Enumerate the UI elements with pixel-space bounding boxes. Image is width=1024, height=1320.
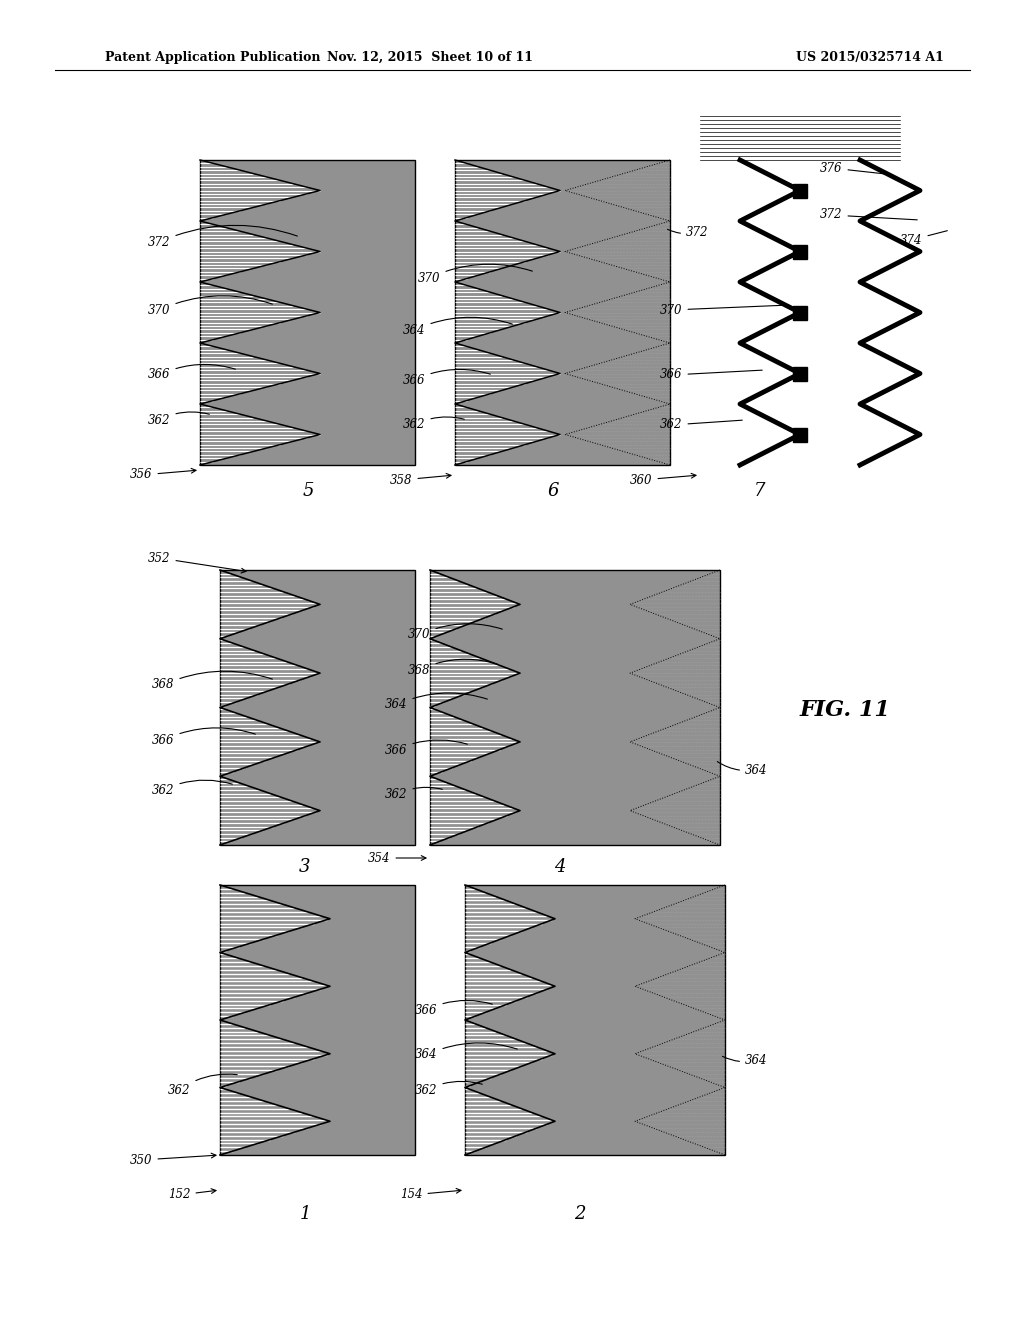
Text: 372: 372 (820, 209, 918, 222)
Bar (430, 570, 720, 845)
Text: 366: 366 (148, 364, 236, 381)
Text: 6: 6 (547, 482, 559, 500)
Bar (455, 160, 670, 465)
Text: 376: 376 (820, 161, 892, 174)
Text: 362: 362 (660, 418, 742, 432)
Bar (220, 884, 415, 1155)
Text: 4: 4 (554, 858, 565, 876)
Text: 370: 370 (148, 296, 272, 317)
Text: 7: 7 (755, 482, 766, 500)
Text: 364: 364 (717, 762, 768, 776)
Text: 364: 364 (723, 1053, 768, 1067)
Text: 364: 364 (415, 1043, 517, 1061)
Text: 3: 3 (299, 858, 310, 876)
Text: 370: 370 (418, 264, 532, 285)
Text: 374: 374 (900, 231, 947, 247)
Text: 152: 152 (168, 1188, 216, 1201)
Bar (200, 160, 415, 465)
Text: Nov. 12, 2015  Sheet 10 of 11: Nov. 12, 2015 Sheet 10 of 11 (327, 50, 534, 63)
Text: 154: 154 (400, 1188, 461, 1201)
Text: 362: 362 (403, 417, 464, 432)
Text: 366: 366 (660, 368, 762, 381)
Bar (465, 884, 725, 1155)
Text: 356: 356 (130, 469, 196, 482)
Text: 362: 362 (148, 412, 209, 426)
Bar (793, 367, 807, 380)
Bar (793, 305, 807, 319)
Text: 366: 366 (385, 741, 467, 756)
Text: 366: 366 (415, 1001, 493, 1016)
Text: 350: 350 (130, 1154, 216, 1167)
Text: US 2015/0325714 A1: US 2015/0325714 A1 (796, 50, 944, 63)
Text: 352: 352 (148, 552, 246, 573)
Text: 366: 366 (403, 370, 490, 387)
Text: Patent Application Publication: Patent Application Publication (105, 50, 321, 63)
Text: 362: 362 (415, 1081, 482, 1097)
Text: 362: 362 (385, 787, 442, 801)
Text: 364: 364 (385, 693, 487, 711)
Text: 372: 372 (668, 226, 709, 239)
Text: 370: 370 (660, 304, 787, 317)
Text: 370: 370 (408, 624, 503, 642)
Text: 2: 2 (574, 1205, 586, 1224)
Text: 362: 362 (168, 1074, 238, 1097)
Text: 360: 360 (630, 474, 696, 487)
Text: 358: 358 (390, 474, 451, 487)
Text: FIG. 11: FIG. 11 (800, 700, 891, 721)
Bar (793, 244, 807, 259)
Text: 354: 354 (368, 851, 426, 865)
Text: 368: 368 (152, 671, 272, 692)
Bar (793, 428, 807, 441)
Text: 1: 1 (299, 1205, 310, 1224)
Bar (220, 570, 415, 845)
Text: 364: 364 (403, 317, 512, 337)
Text: 372: 372 (148, 226, 297, 248)
Text: 5: 5 (302, 482, 313, 500)
Bar (793, 183, 807, 198)
Text: 362: 362 (152, 780, 232, 796)
Text: 368: 368 (408, 659, 498, 676)
Text: 366: 366 (152, 727, 255, 747)
